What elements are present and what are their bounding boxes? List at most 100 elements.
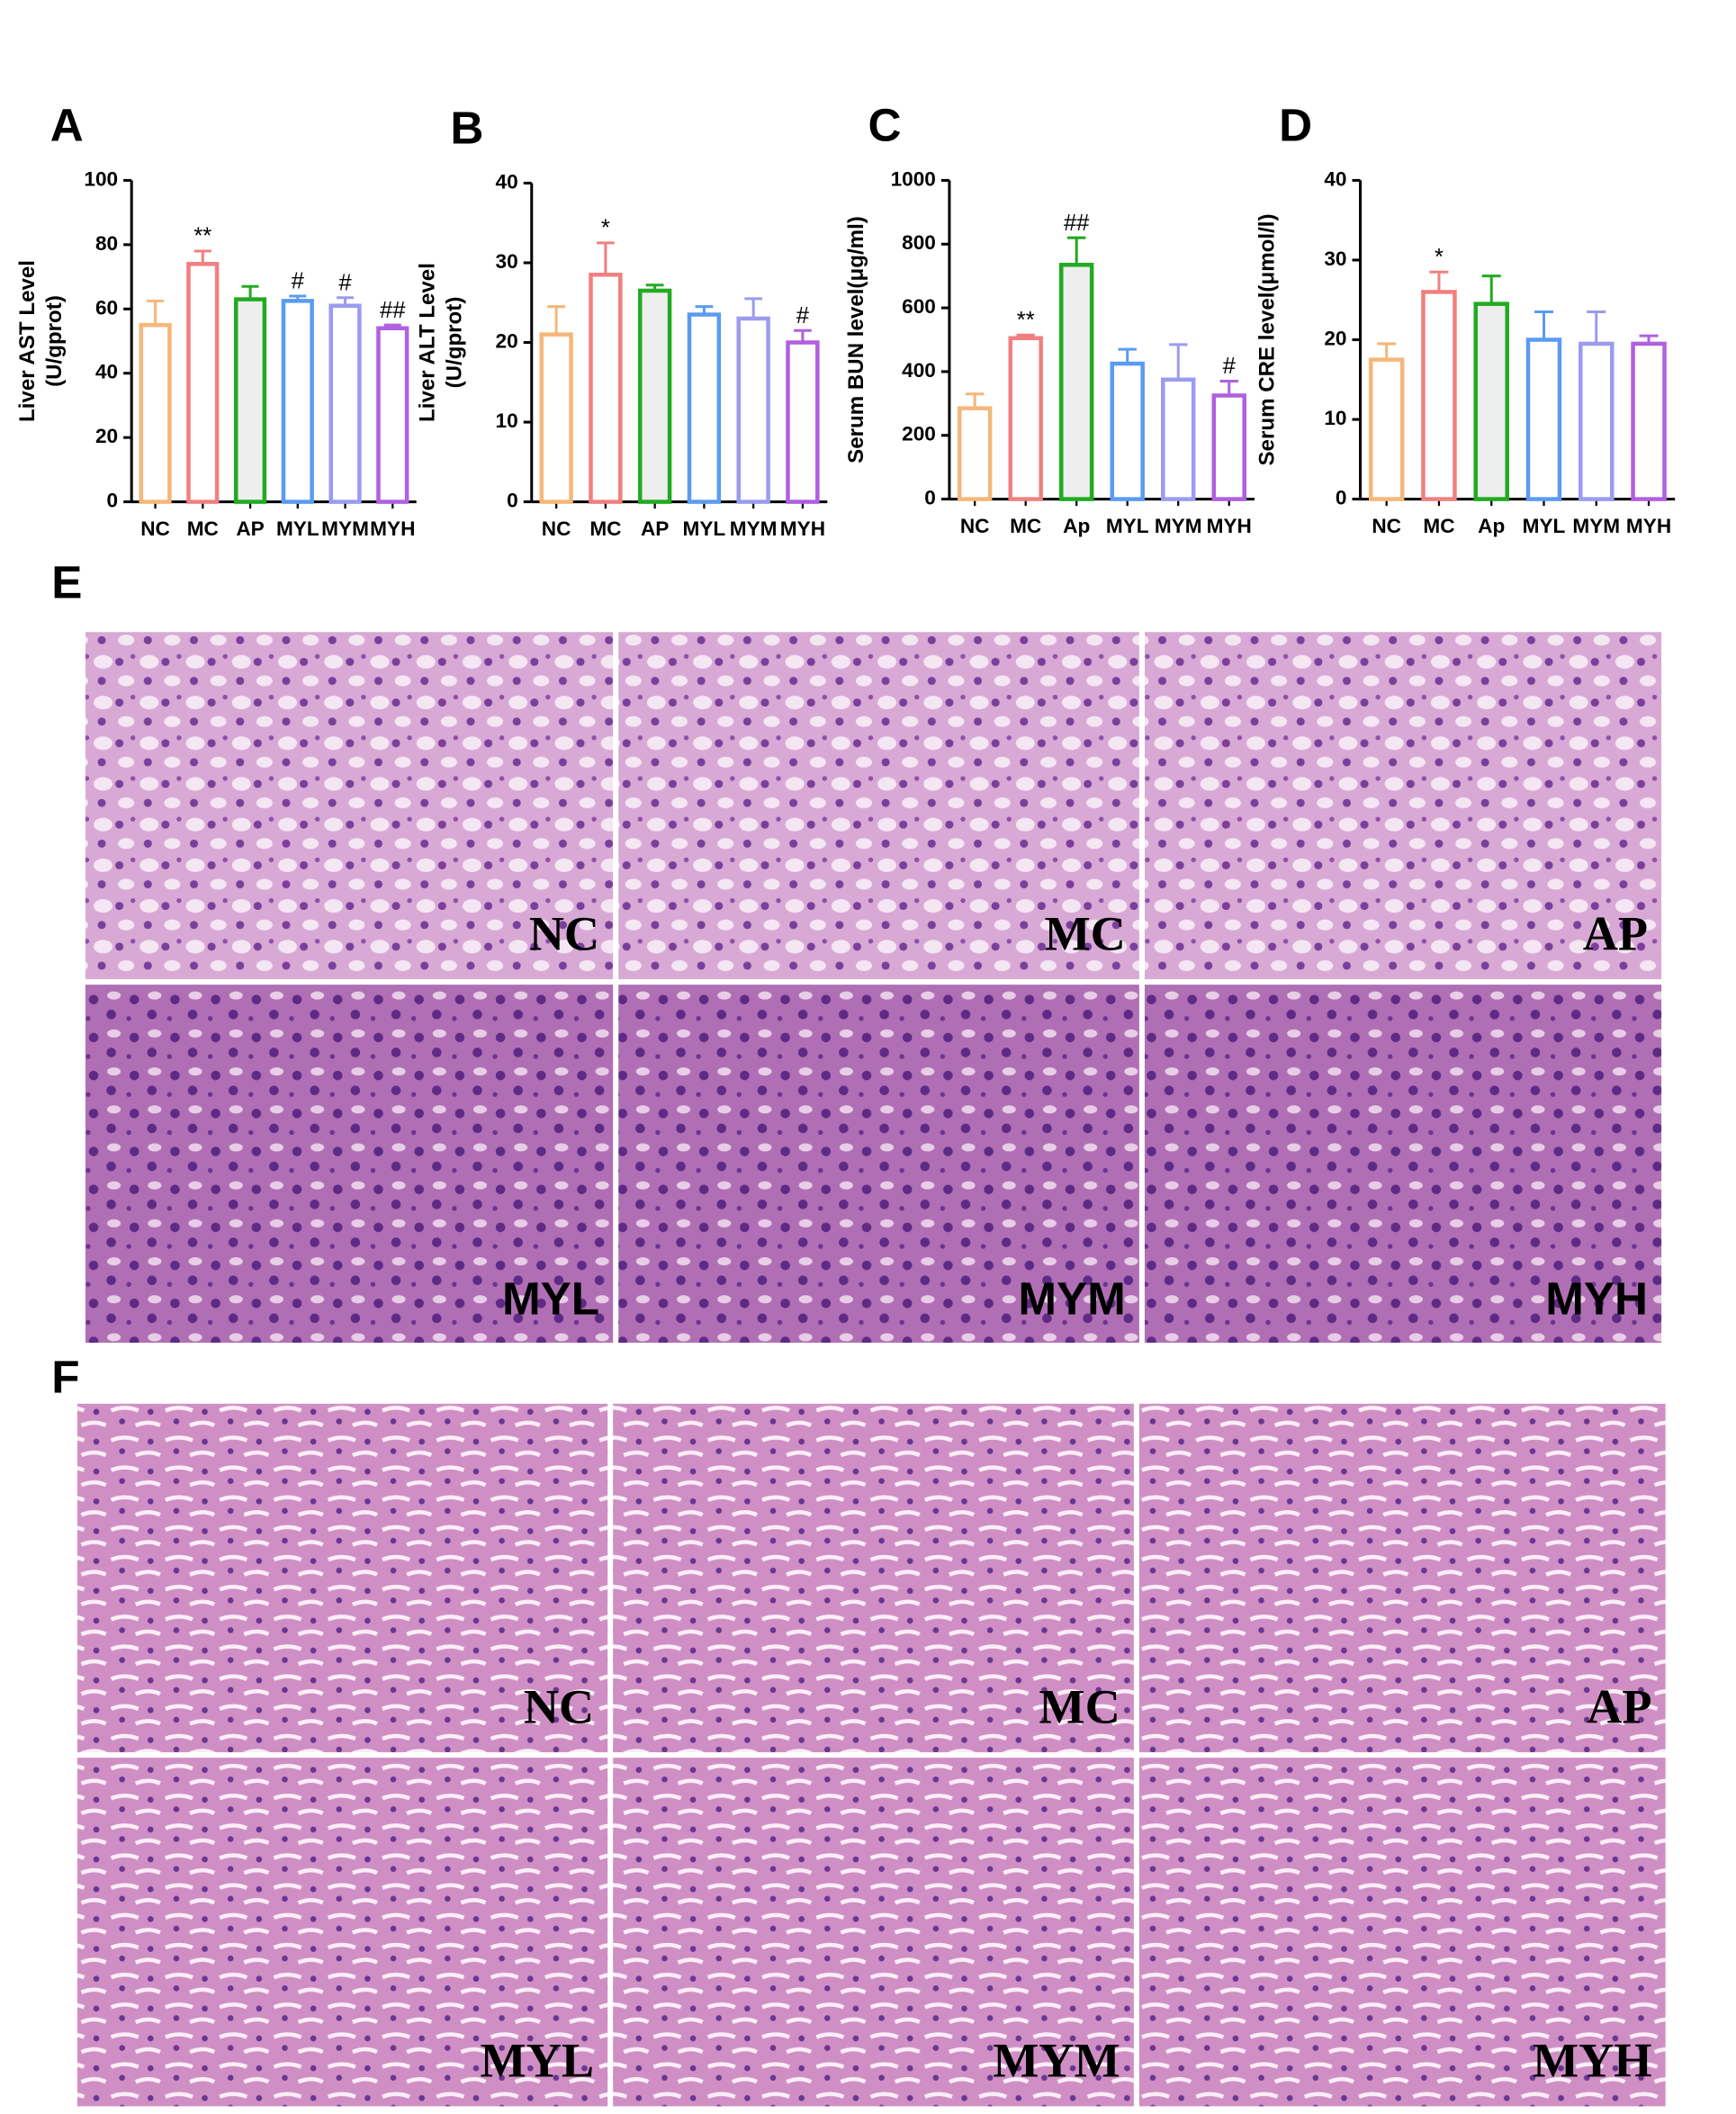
y-tick-label: 10 xyxy=(1324,407,1346,429)
y-axis-label: (U/gprot) xyxy=(42,295,67,387)
micrograph-label: AP xyxy=(1583,906,1648,960)
significance-mark: # xyxy=(292,269,305,294)
micrograph xyxy=(85,632,614,980)
x-tick-label: MYM xyxy=(321,517,369,540)
micrograph-label: MC xyxy=(1044,906,1125,960)
bar xyxy=(1211,393,1246,501)
micrograph-label: MC xyxy=(1039,1679,1120,1733)
y-axis-label: Liver AST Level xyxy=(15,260,40,422)
panel-letter: D xyxy=(1279,100,1312,151)
significance-mark: # xyxy=(338,270,352,295)
x-tick-label: MYL xyxy=(683,517,726,540)
significance-mark: ## xyxy=(1064,211,1090,236)
x-tick-label: NC xyxy=(1372,515,1401,537)
micrograph-label: MYM xyxy=(1018,1273,1125,1324)
y-tick-label: 0 xyxy=(507,490,518,512)
bar xyxy=(186,262,220,504)
y-tick-label: 1000 xyxy=(891,167,936,190)
y-tick-label: 80 xyxy=(95,232,118,255)
bar xyxy=(957,406,993,501)
x-tick-label: MC xyxy=(589,517,621,540)
bar xyxy=(786,340,820,504)
x-tick-label: MYM xyxy=(1572,515,1620,537)
y-axis-label: Liver ALT Level xyxy=(416,263,440,422)
y-tick-label: 20 xyxy=(496,329,518,352)
micrograph xyxy=(76,1403,608,1753)
significance-mark: ** xyxy=(193,224,211,249)
micrograph xyxy=(618,985,1139,1343)
micrograph-label: NC xyxy=(524,1679,594,1733)
y-axis-label: Serum CRE level(μmol/l) xyxy=(1255,213,1279,465)
y-tick-label: 0 xyxy=(1336,487,1347,509)
bar xyxy=(1631,341,1667,501)
bar xyxy=(1008,336,1043,501)
micrograph xyxy=(1138,1403,1666,1753)
y-tick-label: 0 xyxy=(107,490,119,512)
x-tick-label: MYH xyxy=(1207,515,1252,537)
y-tick-label: 10 xyxy=(496,409,518,432)
micrograph-label: MYM xyxy=(993,2034,1120,2088)
bar xyxy=(589,273,623,504)
y-tick-label: 30 xyxy=(496,250,518,273)
x-tick-label: AP xyxy=(641,517,669,540)
x-tick-label: NC xyxy=(542,517,571,540)
x-tick-label: Ap xyxy=(1478,515,1505,537)
bar xyxy=(1161,377,1196,501)
x-tick-label: NC xyxy=(140,517,170,540)
significance-mark: * xyxy=(1435,245,1444,270)
micrograph-label: NC xyxy=(529,906,599,960)
bar xyxy=(1525,337,1562,501)
bar xyxy=(1473,301,1509,501)
panel-letter: E xyxy=(51,557,82,608)
y-axis-label: (U/gprot) xyxy=(443,297,467,389)
bar xyxy=(687,312,722,504)
x-tick-label: MC xyxy=(1423,515,1454,537)
y-tick-label: 40 xyxy=(496,170,518,193)
micrograph xyxy=(76,1758,608,2107)
y-tick-label: 60 xyxy=(95,296,118,319)
bar xyxy=(233,297,267,504)
significance-mark: ## xyxy=(380,298,406,323)
y-tick-label: 40 xyxy=(95,361,118,383)
y-tick-label: 40 xyxy=(1324,167,1346,190)
x-tick-label: MYH xyxy=(370,517,415,540)
x-tick-label: MC xyxy=(187,517,219,540)
micrograph xyxy=(613,1758,1134,2107)
significance-mark: # xyxy=(1223,354,1237,379)
y-tick-label: 400 xyxy=(902,359,936,382)
x-tick-label: MYH xyxy=(1626,515,1671,537)
significance-mark: * xyxy=(601,216,610,241)
x-tick-label: MYH xyxy=(780,517,825,540)
y-tick-label: 100 xyxy=(84,167,118,190)
y-tick-label: 20 xyxy=(1324,327,1346,349)
panel-letter: F xyxy=(51,1352,79,1403)
x-tick-label: Ap xyxy=(1063,515,1090,537)
bar xyxy=(539,332,573,504)
micrograph xyxy=(618,632,1139,980)
micrograph xyxy=(1144,985,1662,1343)
panel-letter: A xyxy=(50,100,84,151)
significance-mark: # xyxy=(796,303,810,328)
x-tick-label: MC xyxy=(1010,515,1041,537)
x-tick-label: NC xyxy=(960,515,990,537)
bar xyxy=(1421,290,1457,501)
panel-letter: C xyxy=(868,100,902,151)
y-tick-label: 800 xyxy=(902,231,936,254)
bar xyxy=(328,303,362,504)
micrograph xyxy=(1144,632,1662,980)
bar xyxy=(1579,341,1615,501)
y-tick-label: 600 xyxy=(902,295,936,318)
bar xyxy=(139,322,172,504)
bar xyxy=(376,326,409,504)
y-tick-label: 0 xyxy=(924,487,936,509)
micrograph xyxy=(85,985,614,1343)
bar xyxy=(1368,357,1405,501)
panel-letter: B xyxy=(450,103,483,154)
micrograph-label: AP xyxy=(1587,1679,1651,1733)
x-tick-label: AP xyxy=(236,517,264,540)
significance-mark: ** xyxy=(1017,308,1035,333)
x-tick-label: MYL xyxy=(1523,515,1566,537)
x-tick-label: MYM xyxy=(730,517,778,540)
micrograph xyxy=(1138,1758,1666,2107)
bar xyxy=(1110,361,1145,501)
